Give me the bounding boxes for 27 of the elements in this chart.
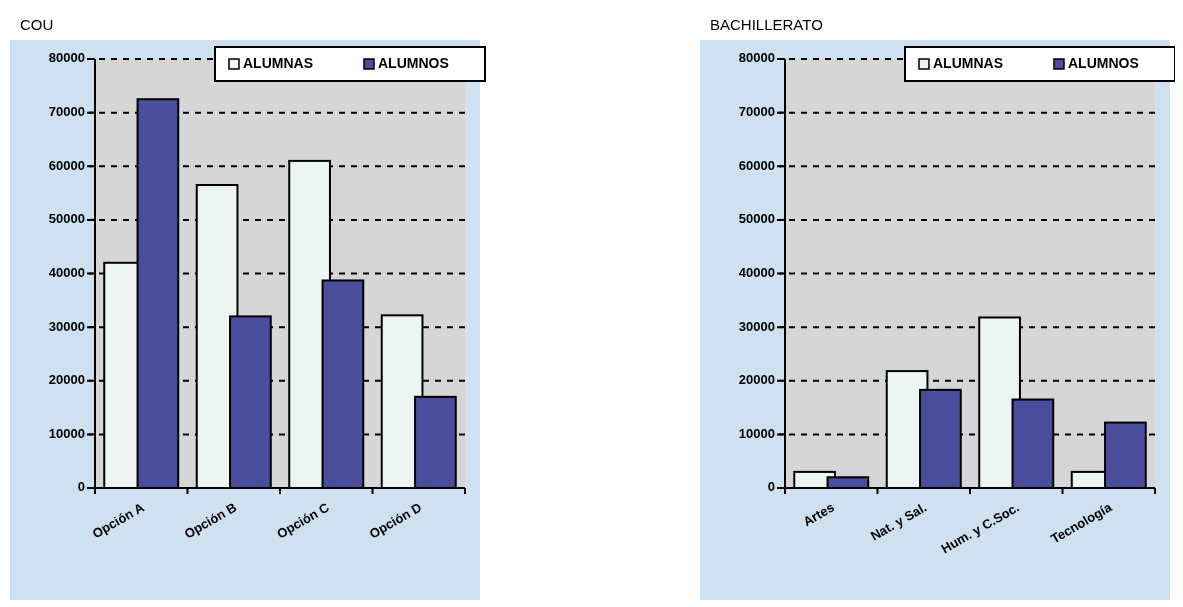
chart-title: COU [20,15,54,33]
legend-label: ALUMNAS [243,54,313,71]
y-tick-label: 70000 [738,104,775,120]
y-tick-label: 80000 [48,50,85,66]
x-tick-label: Nat. y Sal. [867,499,930,544]
chart-title: BACHILLERATO [710,15,823,33]
y-tick-label: 20000 [738,372,775,388]
y-tick-label: 0 [77,479,85,495]
y-tick-label: 50000 [48,211,85,227]
y-tick-label: 10000 [48,425,85,441]
y-tick-label: 40000 [738,264,775,280]
y-tick-label: 0 [767,479,775,495]
y-tick-label: 40000 [48,264,85,280]
y-tick-label: 60000 [48,157,85,173]
y-tick-label: 30000 [738,318,775,334]
y-tick-label: 60000 [738,157,775,173]
legend-label: ALUMNAS [933,54,1003,71]
y-tick-label: 80000 [738,50,775,66]
x-tick-label: Artes [800,499,837,530]
y-tick-label: 70000 [48,104,85,120]
y-tick-label: 10000 [738,425,775,441]
y-tick-label: 30000 [48,318,85,334]
y-tick-label: 20000 [48,372,85,388]
legend-label: ALUMNOS [378,54,449,71]
legend-label: ALUMNOS [1068,54,1139,71]
x-tick-label: Hum. y C.Soc. [938,499,1022,557]
y-tick-label: 50000 [738,211,775,227]
